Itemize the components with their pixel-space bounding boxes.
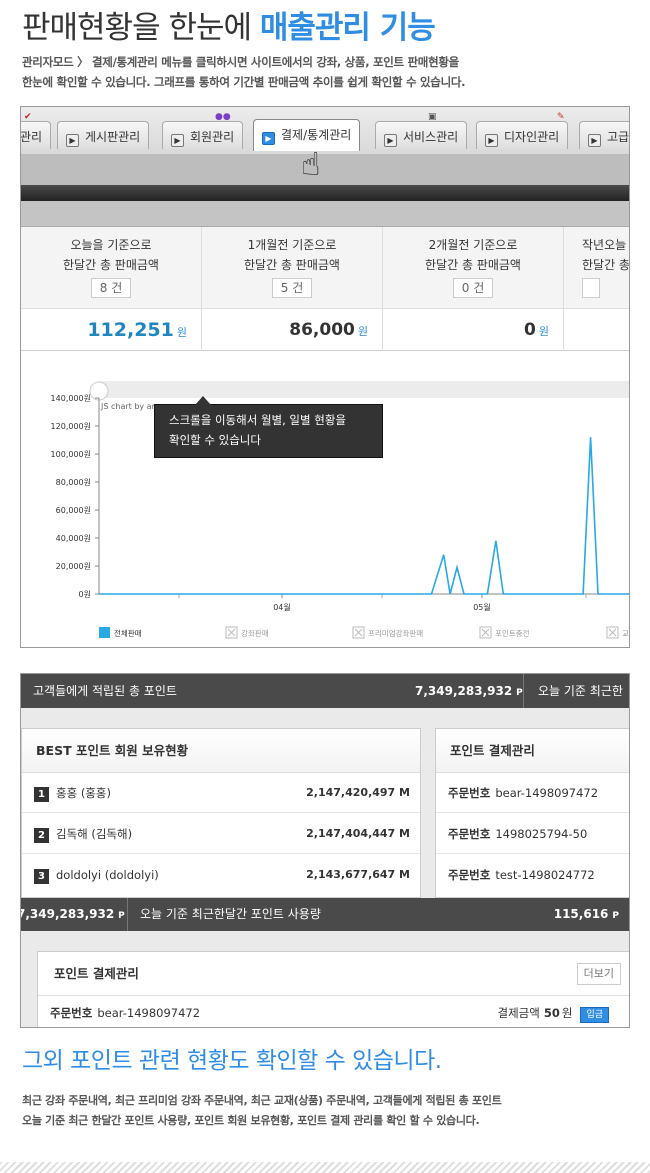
play-icon: ▶ xyxy=(588,134,601,147)
legend-label: 프리미엄강좌판매 xyxy=(368,628,423,638)
legend-cross xyxy=(354,628,363,637)
divider xyxy=(0,1162,650,1173)
x-tick-label: 05월 xyxy=(473,602,491,612)
legend-label: 강좌판매 xyxy=(241,628,269,638)
scroll-tooltip: 스크롤을 이동해서 월별, 일별 현황을 확인할 수 있습니다 xyxy=(154,396,383,458)
stat-count xyxy=(582,278,600,298)
legend-label: 전체판매 xyxy=(114,628,142,638)
legend-label: 교 xyxy=(622,629,629,638)
hero-desc-line: 관리자모드 〉 결제/통계관리 메뉴를 클릭하시면 사이트에서의 강좌, 상품,… xyxy=(22,55,459,69)
best-points-title: BEST 포인트 회원 보유현황 xyxy=(22,729,420,773)
admin-tab-bar: ✔ 관리 ▶ 게시판관리 ●● ▶ 회원관리 ▶ 결제/통계관리 ▣ ▶ 서비스관리 ✎… xyxy=(21,107,629,155)
tab-advanced[interactable]: ▶ 고급 xyxy=(579,121,629,149)
list-item[interactable]: 1 홍홍 (홍홍) 2,147,420,497 M xyxy=(22,773,420,813)
points-screenshot: 고객들에게 적립된 총 포인트 7,349,283,932 P 오늘 기준 최근한… xyxy=(20,673,630,1028)
list-item[interactable]: 3 doldolyi (doldolyi) 2,143,677,647 M xyxy=(22,855,420,895)
tag-icon: ▣ xyxy=(428,112,437,122)
legend-cross xyxy=(481,628,490,637)
stat-count: 0 건 xyxy=(452,278,494,298)
y-tick-label: 120,000원 xyxy=(51,422,91,431)
best-points-panel: BEST 포인트 회원 보유현황 1 홍홍 (홍홍) 2,147,420,497 … xyxy=(21,728,421,898)
point-payment-panel: 포인트 결제관리 주문번호 bear-1498097472 주문번호 1498025… xyxy=(435,728,629,898)
points-usage-label: 오늘 기준 최근한달간 포인트 사용량 xyxy=(127,898,321,931)
play-icon: ▶ xyxy=(66,134,79,147)
stat-2-month: 2개월전 기준으로 한달간 총 판매금액 0 건 xyxy=(383,227,564,309)
hero-title: 판매현황을 한눈에 매출관리 기능 xyxy=(22,2,436,47)
legend-swatch xyxy=(99,627,110,638)
hero-description: 관리자모드 〉 결제/통계관리 메뉴를 클릭하시면 사이트에서의 강좌, 상품,… xyxy=(22,52,466,92)
list-item[interactable]: 주문번호 1498025794-50 xyxy=(436,814,629,854)
points-usage-value: 115,616 P xyxy=(553,907,619,921)
hero-title-plain: 판매현황을 한눈에 xyxy=(22,10,252,46)
legend-cross xyxy=(227,628,236,637)
status-badge: 입금 xyxy=(580,1007,609,1023)
tab-board[interactable]: ▶ 게시판관리 xyxy=(57,121,150,149)
list-item[interactable]: 2 김독해 (김독해) 2,147,404,447 M xyxy=(22,814,420,854)
chart-scrollbar xyxy=(99,381,629,398)
play-icon: ▶ xyxy=(485,134,498,147)
sub-navigation xyxy=(21,155,629,185)
hero-title-accent: 매출관리 기능 xyxy=(259,10,436,46)
y-tick-label: 20,000원 xyxy=(56,562,91,571)
hero-desc-line: 한눈에 확인할 수 있습니다. 그래프를 통하여 기간별 판매금액 추이를 쉽게… xyxy=(22,75,466,89)
section-title: 그외 포인트 관련 현황도 확인할 수 있습니다. xyxy=(22,1048,442,1074)
stat-last-year: 작년오늘 한달간 총 xyxy=(564,227,629,309)
point-payment-manage-title: 포인트 결제관리 xyxy=(38,952,629,996)
y-tick-label: 60,000원 xyxy=(56,506,91,515)
hand-cursor-icon: ☝ xyxy=(301,145,321,183)
point-payment-manage-panel: 포인트 결제관리 더보기 주문번호 bear-1498097472 결제금액 50 원… xyxy=(37,951,629,1027)
series-line xyxy=(99,437,629,595)
y-tick-label: 80,000원 xyxy=(56,478,91,487)
tab-payment-stats[interactable]: ▶ 결제/통계관리 xyxy=(253,119,361,151)
points-recent-label: 오늘 기준 최근한 xyxy=(523,674,623,708)
table-row[interactable]: 주문번호 bear-1498097472 결제금액 50 원 입금 xyxy=(38,996,629,1027)
y-tick-label: 40,000원 xyxy=(56,534,91,543)
value-1-month: 86,000 원 xyxy=(202,309,383,351)
sales-line-chart: JS chart by am 140,000원 120,000원 100,000원 80… xyxy=(51,381,629,639)
play-icon: ▶ xyxy=(171,134,184,147)
more-button[interactable]: 더보기 xyxy=(576,963,621,985)
admin-screenshot: ✔ 관리 ▶ 게시판관리 ●● ▶ 회원관리 ▶ 결제/통계관리 ▣ ▶ 서비스관리 ✎… xyxy=(20,106,630,648)
y-tick-label: 140,000원 xyxy=(51,394,91,403)
legend-cross xyxy=(608,628,617,637)
stat-count: 8 건 xyxy=(90,278,132,298)
play-icon: ▶ xyxy=(262,132,275,145)
check-icon: ✔ xyxy=(24,112,32,122)
tab-design[interactable]: ✎ ▶ 디자인관리 xyxy=(476,112,569,149)
y-tick-label: 0원 xyxy=(79,590,91,599)
sales-summary: 오늘을 기준으로 한달간 총 판매금액 8 건 1개월전 기준으로 한달간 총 … xyxy=(21,227,629,309)
play-icon: ▶ xyxy=(384,134,397,147)
tab-members[interactable]: ●● ▶ 회원관리 xyxy=(162,112,244,149)
points-total-bar: 고객들에게 적립된 총 포인트 7,349,283,932 P 오늘 기준 최근한 xyxy=(21,674,629,708)
points-total-value: 7,349,283,932 P xyxy=(415,684,523,698)
list-item[interactable]: 주문번호 bear-1498097472 xyxy=(436,773,629,813)
section-description: 최근 강좌 주문내역, 최근 프리미엄 강좌 주문내역, 최근 교재(상품) 주… xyxy=(22,1094,502,1127)
point-payment-title: 포인트 결제관리 xyxy=(436,729,629,773)
stat-1-month: 1개월전 기준으로 한달간 총 판매금액 5 건 xyxy=(202,227,383,309)
y-tick-label: 100,000원 xyxy=(51,450,91,459)
legend-label: 포인트충전 xyxy=(495,628,530,638)
value-today: 112,251 원 xyxy=(21,309,202,351)
brush-icon: ✎ xyxy=(557,112,565,122)
points-usage-bar: 7,349,283,932 P 오늘 기준 최근한달간 포인트 사용량 115,6… xyxy=(20,898,629,931)
menu-bar xyxy=(21,185,629,201)
stat-today: 오늘을 기준으로 한달간 총 판매금액 8 건 xyxy=(21,227,202,309)
sales-chart: JS chart by am 140,000원 120,000원 100,000원 80… xyxy=(21,351,629,647)
users-icon: ●● xyxy=(215,112,231,122)
scroll-handle[interactable] xyxy=(89,381,109,401)
stat-count: 5 건 xyxy=(271,278,313,298)
points-total-label: 고객들에게 적립된 총 포인트 xyxy=(33,684,177,698)
list-item[interactable]: 주문번호 test-1498024772 xyxy=(448,868,595,882)
x-tick-label: 04월 xyxy=(273,602,291,612)
points-total-value: 7,349,283,932 P xyxy=(20,907,125,921)
section-header-bar xyxy=(21,201,629,227)
tab-services[interactable]: ▣ ▶ 서비스관리 xyxy=(375,112,468,149)
tab-prev[interactable]: ✔ 관리 xyxy=(21,112,52,149)
value-last-year xyxy=(564,309,629,351)
chart-watermark: JS chart by am xyxy=(100,402,160,411)
